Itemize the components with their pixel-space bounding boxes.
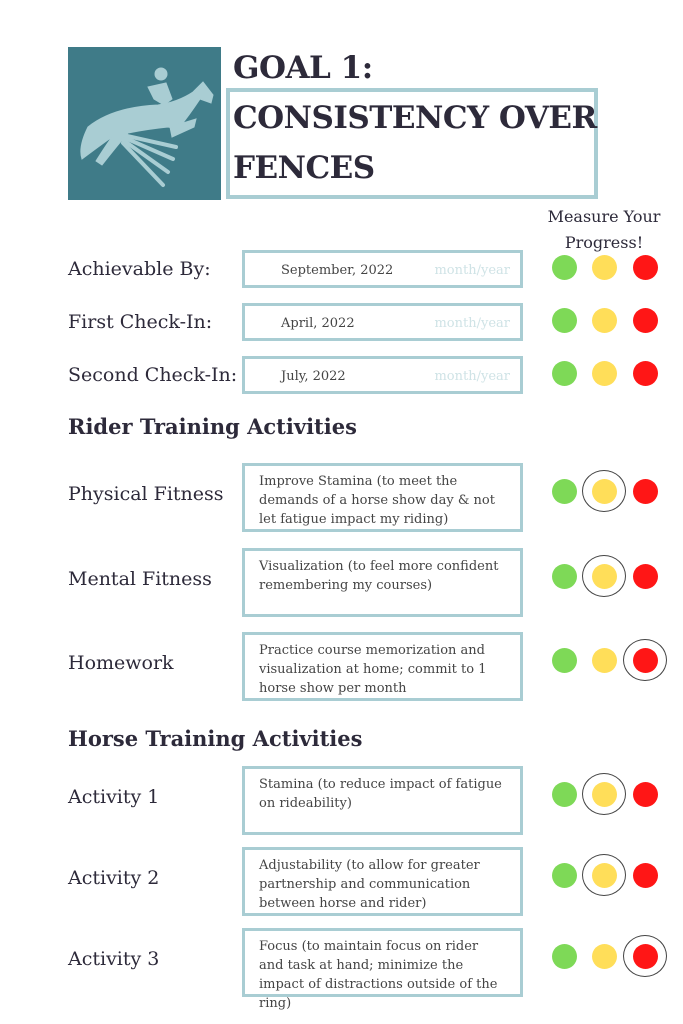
date-field[interactable]: July, 2022 month/year [242, 356, 523, 394]
date-field[interactable]: April, 2022 month/year [242, 303, 523, 341]
date-label: First Check-In: [68, 311, 213, 333]
red-progress-dot[interactable] [633, 308, 658, 333]
date-value: April, 2022 [281, 316, 355, 331]
activity-text: Visualization (to feel more confident re… [259, 559, 499, 593]
green-progress-dot[interactable] [552, 863, 577, 888]
selected-progress-ring [582, 854, 626, 896]
measure-progress-label: Measure Your Progress! [547, 207, 661, 252]
horse-rider-icon [80, 67, 214, 187]
date-placeholder: month/year [434, 369, 510, 384]
activity-text: Improve Stamina (to meet the demands of … [259, 474, 495, 527]
activity-field[interactable]: Stamina (to reduce impact of fatigue on … [242, 766, 523, 835]
horse-jumping-logo [68, 47, 221, 200]
goal-title-line1: GOAL 1: [233, 50, 373, 86]
green-progress-dot[interactable] [552, 361, 577, 386]
goal-title-line2: CONSISTENCY OVER [233, 100, 597, 136]
activity-label: Activity 3 [68, 948, 160, 970]
date-label: Second Check-In: [68, 364, 238, 386]
date-placeholder: month/year [434, 316, 510, 331]
activity-label: Physical Fitness [68, 483, 224, 505]
activity-text: Stamina (to reduce impact of fatigue on … [259, 777, 502, 811]
date-value: July, 2022 [281, 369, 346, 384]
activity-field[interactable]: Improve Stamina (to meet the demands of … [242, 463, 523, 532]
date-value: September, 2022 [281, 263, 394, 278]
activity-text: Practice course memorization and visuali… [259, 643, 487, 696]
yellow-progress-dot[interactable] [592, 944, 617, 969]
activity-field[interactable]: Practice course memorization and visuali… [242, 632, 523, 701]
green-progress-dot[interactable] [552, 479, 577, 504]
activity-text: Focus (to maintain focus on rider and ta… [259, 939, 498, 1011]
activity-label: Activity 2 [68, 867, 160, 889]
date-field[interactable]: September, 2022 month/year [242, 250, 523, 288]
yellow-progress-dot[interactable] [592, 648, 617, 673]
activity-label: Mental Fitness [68, 568, 212, 590]
red-progress-dot[interactable] [633, 255, 658, 280]
green-progress-dot[interactable] [552, 944, 577, 969]
yellow-progress-dot[interactable] [592, 308, 617, 333]
green-progress-dot[interactable] [552, 564, 577, 589]
yellow-progress-dot[interactable] [592, 255, 617, 280]
title-box [226, 88, 598, 199]
red-progress-dot[interactable] [633, 782, 658, 807]
goal-title-line3: FENCES [233, 150, 375, 186]
activity-text: Adjustability (to allow for greater part… [259, 858, 480, 911]
red-progress-dot[interactable] [633, 863, 658, 888]
selected-progress-ring [582, 773, 626, 815]
selected-progress-ring [582, 555, 626, 597]
activity-field[interactable]: Visualization (to feel more confident re… [242, 548, 523, 617]
green-progress-dot[interactable] [552, 782, 577, 807]
activity-field[interactable]: Focus (to maintain focus on rider and ta… [242, 928, 523, 1011]
activity-label: Activity 1 [68, 786, 160, 808]
activity-label: Homework [68, 652, 174, 674]
activity-field[interactable]: Adjustability (to allow for greater part… [242, 847, 523, 916]
horse-section-heading: Horse Training Activities [68, 726, 363, 751]
date-label: Achievable By: [68, 258, 211, 280]
selected-progress-ring [623, 935, 667, 977]
yellow-progress-dot[interactable] [592, 361, 617, 386]
red-progress-dot[interactable] [633, 361, 658, 386]
date-placeholder: month/year [434, 263, 510, 278]
rider-section-heading: Rider Training Activities [68, 414, 357, 439]
selected-progress-ring [582, 470, 626, 512]
green-progress-dot[interactable] [552, 255, 577, 280]
selected-progress-ring [623, 639, 667, 681]
green-progress-dot[interactable] [552, 308, 577, 333]
green-progress-dot[interactable] [552, 648, 577, 673]
red-progress-dot[interactable] [633, 564, 658, 589]
red-progress-dot[interactable] [633, 479, 658, 504]
